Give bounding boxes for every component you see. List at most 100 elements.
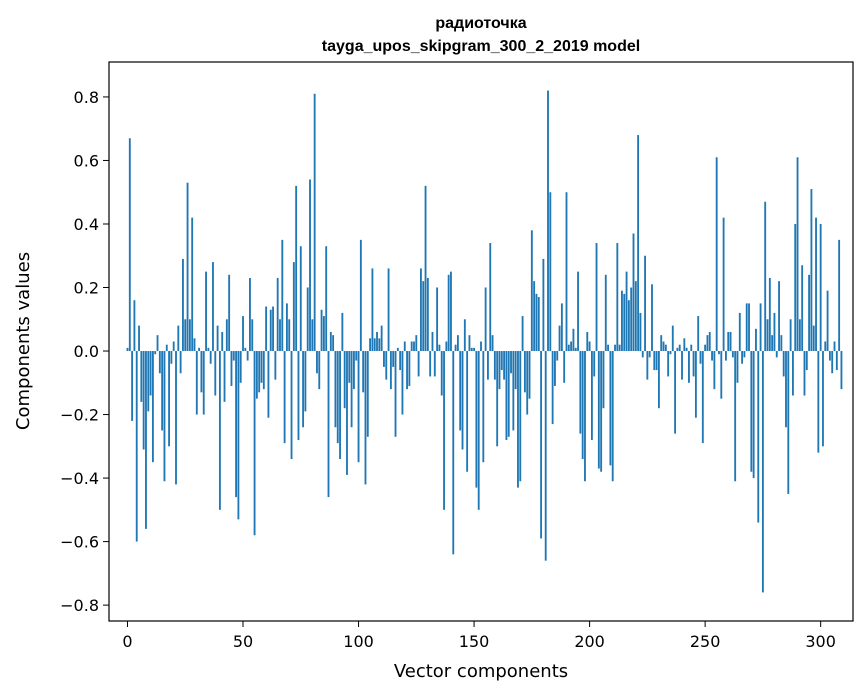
bar-112 — [385, 351, 388, 380]
bar-152 — [477, 351, 480, 510]
bar-4 — [135, 351, 138, 542]
x-tick-label: 200 — [574, 632, 605, 651]
bar-294 — [805, 351, 808, 371]
bar-282 — [778, 281, 780, 352]
bar-179 — [540, 351, 542, 539]
bar-89 — [332, 335, 335, 352]
bar-238 — [676, 347, 679, 352]
bar-267 — [743, 351, 746, 358]
bar-76 — [302, 351, 305, 428]
bar-119 — [401, 351, 404, 415]
bar-65 — [276, 277, 279, 352]
bar-126 — [417, 351, 420, 377]
bar-122 — [408, 351, 411, 386]
bar-161 — [498, 351, 501, 390]
bar-292 — [801, 265, 804, 352]
bar-82 — [316, 351, 318, 374]
bar-125 — [415, 335, 418, 352]
bar-253 — [711, 351, 713, 361]
bar-51 — [244, 347, 247, 352]
bar-308 — [838, 239, 841, 352]
bar-296 — [810, 189, 813, 352]
bar-149 — [470, 347, 473, 352]
bar-136 — [440, 351, 443, 396]
bar-10 — [149, 351, 152, 396]
bar-291 — [798, 319, 801, 352]
bar-95 — [346, 351, 348, 475]
bar-302 — [824, 341, 827, 352]
bar-90 — [334, 351, 337, 428]
bar-68 — [283, 351, 286, 444]
bar-101 — [359, 239, 362, 352]
bar-307 — [835, 351, 838, 371]
chart-title: радиоточка — [435, 15, 526, 32]
bar-257 — [720, 351, 723, 399]
bar-190 — [565, 192, 568, 352]
bar-227 — [651, 284, 653, 352]
bar-115 — [392, 351, 395, 367]
bar-107 — [373, 338, 376, 352]
bar-3 — [133, 300, 136, 352]
bar-245 — [692, 351, 695, 377]
bar-223 — [641, 351, 644, 358]
bar-159 — [493, 351, 496, 380]
bar-273 — [757, 351, 760, 523]
bar-216 — [625, 271, 628, 352]
bar-170 — [519, 351, 522, 482]
bar-271 — [752, 351, 755, 479]
bar-230 — [657, 351, 660, 409]
bar-217 — [627, 300, 630, 352]
y-axis-label: Components values — [13, 252, 34, 430]
y-tick-label: −0.4 — [60, 469, 99, 488]
bar-98 — [353, 351, 355, 390]
bar-193 — [572, 328, 575, 352]
bar-111 — [383, 351, 385, 367]
bar-277 — [766, 319, 769, 352]
bar-12 — [154, 351, 157, 355]
bar-195 — [577, 271, 579, 352]
bar-229 — [655, 351, 658, 371]
bar-108 — [376, 331, 378, 352]
bar-242 — [685, 347, 688, 352]
bar-116 — [394, 351, 397, 437]
bar-35 — [207, 347, 210, 352]
bar-248 — [699, 351, 702, 364]
bar-168 — [514, 351, 517, 390]
bar-49 — [239, 351, 242, 383]
bar-96 — [348, 351, 351, 383]
bar-7 — [142, 351, 145, 450]
bar-140 — [450, 271, 452, 352]
bar-19 — [170, 351, 173, 364]
bar-32 — [200, 351, 203, 393]
bar-268 — [745, 303, 748, 352]
bar-306 — [833, 341, 836, 352]
bar-26 — [186, 182, 189, 352]
bar-99 — [355, 351, 358, 361]
bar-163 — [503, 351, 506, 380]
bar-86 — [325, 246, 328, 352]
bar-203 — [595, 243, 598, 352]
bar-249 — [701, 351, 704, 444]
bar-141 — [452, 351, 455, 555]
bar-91 — [336, 351, 339, 444]
y-tick-label: 0.4 — [74, 215, 99, 234]
bar-254 — [713, 351, 716, 390]
bar-27 — [188, 319, 191, 352]
chart-subtitle: tayga_upos_skipgram_300_2_2019 model — [322, 38, 640, 55]
bar-278 — [768, 277, 771, 352]
bar-58 — [260, 351, 263, 383]
bar-167 — [512, 351, 515, 431]
bar-158 — [491, 335, 494, 352]
bar-213 — [618, 344, 621, 352]
bar-100 — [357, 351, 360, 463]
bar-281 — [775, 351, 778, 358]
bar-287 — [789, 319, 792, 352]
bar-269 — [748, 303, 750, 352]
bar-54 — [251, 319, 254, 352]
bar-62 — [269, 309, 272, 352]
bar-256 — [718, 351, 720, 355]
bar-48 — [237, 351, 240, 520]
bar-124 — [413, 341, 415, 352]
bar-2 — [131, 351, 134, 421]
